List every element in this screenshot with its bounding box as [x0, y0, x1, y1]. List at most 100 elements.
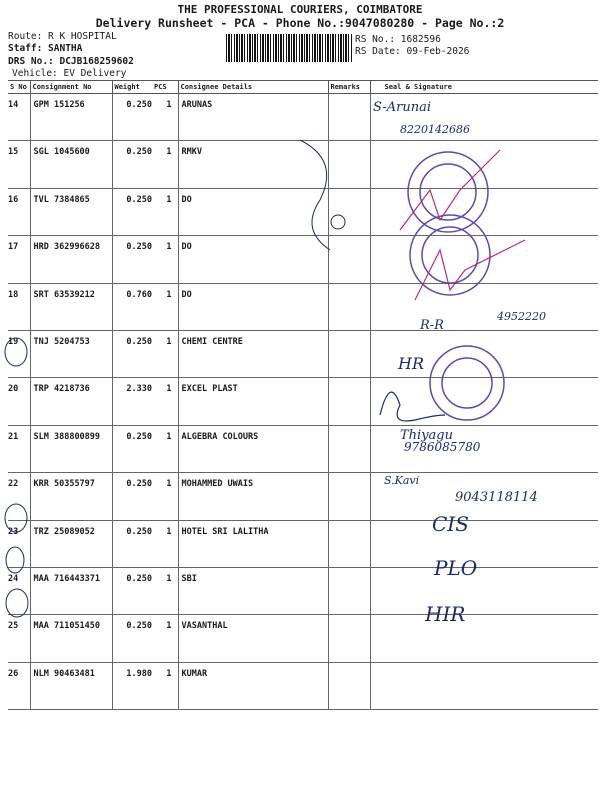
- cell-sno: 16: [8, 188, 30, 237]
- rmkv-stamp-2: [409, 214, 491, 296]
- barcode: [226, 34, 352, 62]
- cell-seal: [369, 520, 598, 568]
- bracket-scribble: [299, 139, 331, 251]
- table-header: S No Consignment No Weight PCS Consignee…: [8, 80, 598, 94]
- cell-seal: [369, 567, 598, 616]
- cell-remarks: [327, 283, 370, 331]
- cell-pcs: 1: [152, 93, 178, 142]
- col-consignment: Consignment No: [29, 80, 112, 94]
- cell-sno: 15: [8, 140, 30, 189]
- cell-consignee: MOHAMMED UWAIS: [177, 472, 328, 521]
- vehicle: Vehicle: EV Delivery: [12, 68, 127, 79]
- cell-seal: [369, 140, 598, 189]
- cell-weight: 2.330: [111, 377, 152, 426]
- stamps: [407, 151, 505, 421]
- table-row: 18 SRT 63539212 0.760 1 DO: [8, 283, 598, 331]
- cell-consignee: HOTEL SRI LALITHA: [177, 520, 328, 568]
- cell-consignment: NLM 90463481: [29, 662, 112, 711]
- cell-consignee: DO: [177, 283, 328, 331]
- table-row: 26 NLM 90463481 1.980 1 KUMAR: [8, 662, 598, 711]
- cell-consignee: ALGEBRA COLOURS: [177, 425, 328, 474]
- pink-signatures: [399, 149, 526, 301]
- handwritten-signature-26: HIR: [425, 602, 466, 626]
- handwritten-signature-25: PLO: [434, 556, 478, 580]
- handwritten-signature-23: S.Kavi: [384, 474, 420, 487]
- cell-weight: 0.250: [111, 520, 152, 568]
- cell-sno: 24: [8, 567, 30, 616]
- cell-seal: [369, 472, 598, 521]
- cell-remarks: [327, 377, 370, 426]
- circle-mark-26: [5, 588, 29, 618]
- cell-weight: 0.250: [111, 235, 152, 284]
- cell-consignment: SLM 388800899: [29, 425, 112, 474]
- cell-sno: 20: [8, 377, 30, 426]
- cell-pcs: 1: [152, 140, 178, 189]
- cell-remarks: [327, 472, 370, 521]
- table-row: 16 TVL 7384865 0.250 1 DO: [8, 188, 598, 237]
- cell-consignee: EXCEL PLAST: [177, 377, 328, 426]
- cell-pcs: 1: [152, 567, 178, 616]
- scribble-knot: [330, 214, 346, 230]
- cell-remarks: [327, 330, 370, 379]
- cell-weight: 0.250: [111, 567, 152, 616]
- cell-pcs: 1: [152, 235, 178, 284]
- cell-consignee: ARUNAS: [177, 93, 328, 142]
- cell-consignee: VASANTHAL: [177, 614, 328, 663]
- cell-consignment: TVL 7384865: [29, 188, 112, 237]
- cell-weight: 0.250: [111, 425, 152, 474]
- cell-seal: [369, 662, 598, 711]
- col-pcs: PCS: [152, 80, 178, 94]
- table-row: 15 SGL 1045600 0.250 1 RMKV: [8, 140, 598, 189]
- handwritten-phone-14: 8220142686: [400, 123, 470, 136]
- cell-weight: 0.760: [111, 283, 152, 331]
- rs-no: RS No.: 1682596: [355, 34, 441, 45]
- cell-remarks: [327, 662, 370, 711]
- cell-consignment: HRD 362996628: [29, 235, 112, 284]
- handwritten-phone-23: 9043118114: [455, 490, 538, 505]
- cell-sno: 21: [8, 425, 30, 474]
- drs-no: DRS No.: DCJB168259602: [8, 56, 134, 67]
- col-sno: S No: [8, 80, 30, 94]
- table-row: 22 KRR 50355797 0.250 1 MOHAMMED UWAIS: [8, 472, 598, 521]
- cell-weight: 1.980: [111, 662, 152, 711]
- rmkv-stamp-1: [407, 151, 489, 233]
- cell-weight: 0.250: [111, 614, 152, 663]
- cell-sno: 26: [8, 662, 30, 711]
- cell-consignment: SGL 1045600: [29, 140, 112, 189]
- circle-mark-25: [5, 546, 25, 574]
- staff: Staff: SANTHA: [8, 43, 83, 54]
- signature-21: [379, 391, 446, 422]
- table-row: 24 MAA 716443371 0.250 1 SBI: [8, 567, 598, 616]
- table-row: 21 SLM 388800899 0.250 1 ALGEBRA COLOURS: [8, 425, 598, 474]
- handwritten-phone-19: 4952220: [497, 310, 546, 323]
- cell-weight: 0.250: [111, 188, 152, 237]
- table-row: 17 HRD 362996628 0.250 1 DO: [8, 235, 598, 284]
- cell-consignment: MAA 711051450: [29, 614, 112, 663]
- cell-consignee: SBI: [177, 567, 328, 616]
- cell-consignment: MAA 716443371: [29, 567, 112, 616]
- cell-pcs: 1: [152, 425, 178, 474]
- cell-pcs: 1: [152, 188, 178, 237]
- cell-pcs: 1: [152, 662, 178, 711]
- cell-remarks: [327, 140, 370, 189]
- cell-consignment: TRZ 25089052: [29, 520, 112, 568]
- handwritten-signature-24: CIS: [432, 512, 469, 536]
- runsheet-subtitle: Delivery Runsheet - PCA - Phone No.:9047…: [95, 16, 505, 30]
- cell-consignment: TNJ 5204753: [29, 330, 112, 379]
- company-title: THE PROFESSIONAL COURIERS, COIMBATORE: [177, 3, 423, 16]
- cell-consignment: SRT 63539212: [29, 283, 112, 331]
- cell-consignee: KUMAR: [177, 662, 328, 711]
- cell-weight: 0.250: [111, 472, 152, 521]
- table-row: 14 GPM 151256 0.250 1 ARUNAS: [8, 93, 598, 142]
- cell-weight: 0.250: [111, 93, 152, 142]
- cell-remarks: [327, 93, 370, 142]
- cell-remarks: [327, 235, 370, 284]
- cell-pcs: 1: [152, 377, 178, 426]
- circle-mark-24: [4, 503, 28, 533]
- cell-consignment: KRR 50355797: [29, 472, 112, 521]
- cell-weight: 0.250: [111, 140, 152, 189]
- cell-remarks: [327, 614, 370, 663]
- cell-seal: [369, 330, 598, 379]
- cell-consignee: CHEMI CENTRE: [177, 330, 328, 379]
